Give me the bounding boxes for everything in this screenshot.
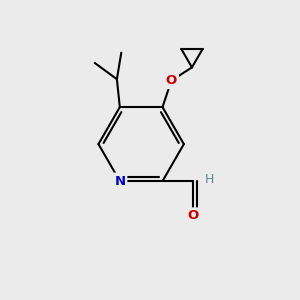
Text: N: N [114, 175, 125, 188]
Text: H: H [205, 173, 214, 186]
Text: O: O [188, 209, 199, 222]
Text: O: O [166, 74, 177, 87]
